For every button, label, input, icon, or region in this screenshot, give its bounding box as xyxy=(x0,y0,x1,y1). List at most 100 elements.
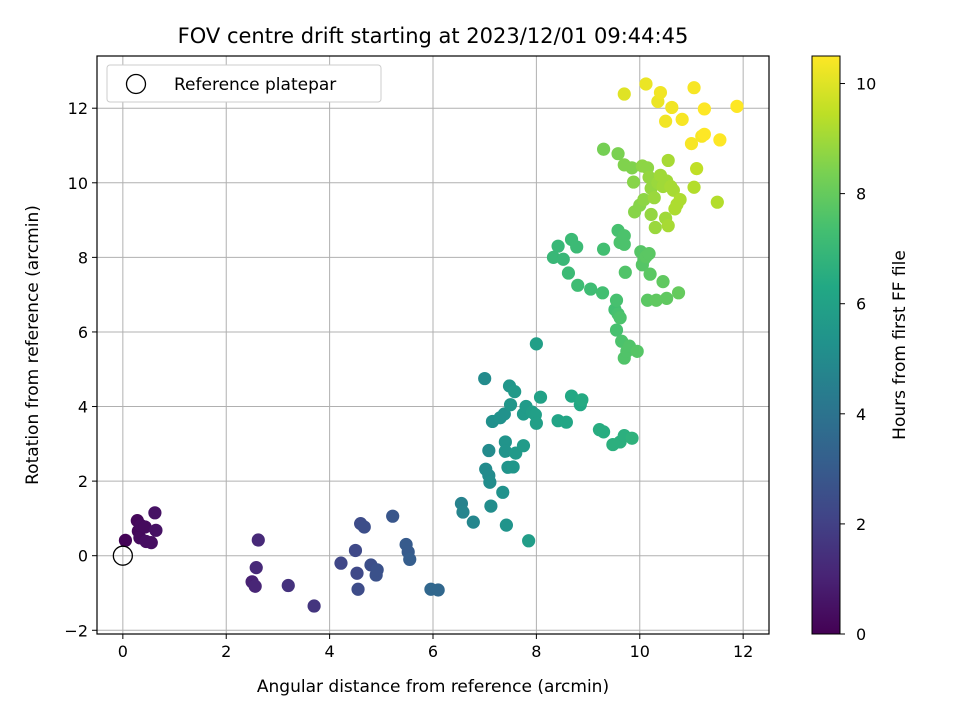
data-point xyxy=(498,435,512,449)
data-point xyxy=(661,219,675,233)
data-point xyxy=(478,371,492,386)
data-point xyxy=(644,207,658,222)
y-tick-label: 2 xyxy=(78,472,88,491)
colorbar-tick-label: 10 xyxy=(856,75,876,94)
data-point xyxy=(334,556,348,570)
data-point xyxy=(575,393,589,407)
data-point xyxy=(697,127,711,141)
data-point xyxy=(499,518,514,532)
x-tick-label: 10 xyxy=(630,642,650,661)
legend-box xyxy=(106,64,382,103)
data-point xyxy=(466,515,480,529)
y-tick-label: 12 xyxy=(68,99,88,118)
data-point xyxy=(496,485,510,499)
data-point xyxy=(613,311,627,325)
data-point xyxy=(503,398,518,412)
data-point xyxy=(596,142,611,156)
data-point xyxy=(348,543,363,558)
data-point xyxy=(556,252,570,266)
data-point xyxy=(687,81,701,95)
legend-label: Reference platepar xyxy=(174,75,336,95)
data-point xyxy=(649,293,663,307)
data-point xyxy=(570,240,584,254)
data-point xyxy=(533,390,548,404)
colorbar-tick-label: 0 xyxy=(856,625,866,644)
data-point xyxy=(595,286,610,300)
colorbar-tick-label: 8 xyxy=(856,185,866,204)
data-point xyxy=(596,242,611,256)
x-tick-label: 2 xyxy=(221,642,231,661)
data-point xyxy=(687,180,701,194)
data-point xyxy=(370,563,384,577)
x-tick-label: 4 xyxy=(325,642,335,661)
data-point xyxy=(630,344,644,358)
data-point xyxy=(642,247,656,261)
data-point xyxy=(625,431,639,445)
reference-platepar-marker xyxy=(112,545,133,566)
y-axis-label: Rotation from reference (arcmin) xyxy=(23,205,43,485)
data-point xyxy=(483,475,497,489)
legend: Reference platepar xyxy=(106,64,382,103)
data-point xyxy=(713,133,727,147)
colorbar-label: Hours from first FF file xyxy=(890,250,910,440)
data-point xyxy=(248,579,262,593)
data-point xyxy=(639,77,653,91)
data-point xyxy=(431,583,445,597)
data-point xyxy=(482,443,496,458)
data-point xyxy=(144,536,158,550)
grid-lines xyxy=(97,56,769,634)
chart-title: FOV centre drift starting at 2023/12/01 … xyxy=(178,24,689,48)
data-point xyxy=(307,599,321,613)
data-point xyxy=(138,520,152,534)
data-point xyxy=(249,561,263,575)
y-axis-ticks: −2 0 2 4 6 8 10 12 xyxy=(64,99,97,640)
x-tick-label: 6 xyxy=(428,642,438,661)
data-point xyxy=(456,505,470,519)
colorbar xyxy=(811,55,841,635)
data-point xyxy=(251,533,265,547)
data-point xyxy=(357,520,371,534)
data-point xyxy=(637,192,651,207)
data-point xyxy=(559,415,573,429)
data-point xyxy=(497,407,511,421)
colorbar-tick-label: 4 xyxy=(856,405,866,424)
data-point xyxy=(684,137,699,151)
data-point xyxy=(148,506,162,520)
data-point xyxy=(665,100,679,115)
data-point xyxy=(551,239,565,253)
data-points xyxy=(118,77,744,613)
data-point xyxy=(617,87,631,101)
x-tick-label: 8 xyxy=(531,642,541,661)
data-point xyxy=(671,286,686,300)
data-point xyxy=(350,566,364,580)
data-point xyxy=(561,266,576,280)
data-point xyxy=(659,114,673,128)
colorbar-ticks: 0 2 4 6 8 10 xyxy=(840,75,876,644)
colorbar-tick-label: 6 xyxy=(856,295,866,314)
data-point xyxy=(730,99,744,113)
data-point xyxy=(529,337,543,351)
data-point xyxy=(673,192,687,207)
data-point xyxy=(118,533,133,548)
data-point xyxy=(666,183,680,197)
data-point xyxy=(626,175,641,189)
data-point xyxy=(611,147,625,161)
data-point xyxy=(648,220,662,235)
data-point xyxy=(690,162,704,176)
data-point xyxy=(710,195,724,209)
data-point xyxy=(386,509,400,523)
y-tick-label: 0 xyxy=(78,547,88,566)
x-axis-label: Angular distance from reference (arcmin) xyxy=(257,677,609,697)
data-point xyxy=(656,275,670,289)
x-axis-ticks: 0 2 4 6 8 10 12 xyxy=(118,634,753,661)
data-point xyxy=(609,293,624,307)
data-point xyxy=(697,102,711,116)
reference-point xyxy=(112,545,133,566)
data-point xyxy=(281,578,295,593)
data-point xyxy=(529,416,543,430)
x-tick-label: 12 xyxy=(733,642,753,661)
data-point xyxy=(484,499,498,513)
y-tick-label: 6 xyxy=(78,323,88,342)
